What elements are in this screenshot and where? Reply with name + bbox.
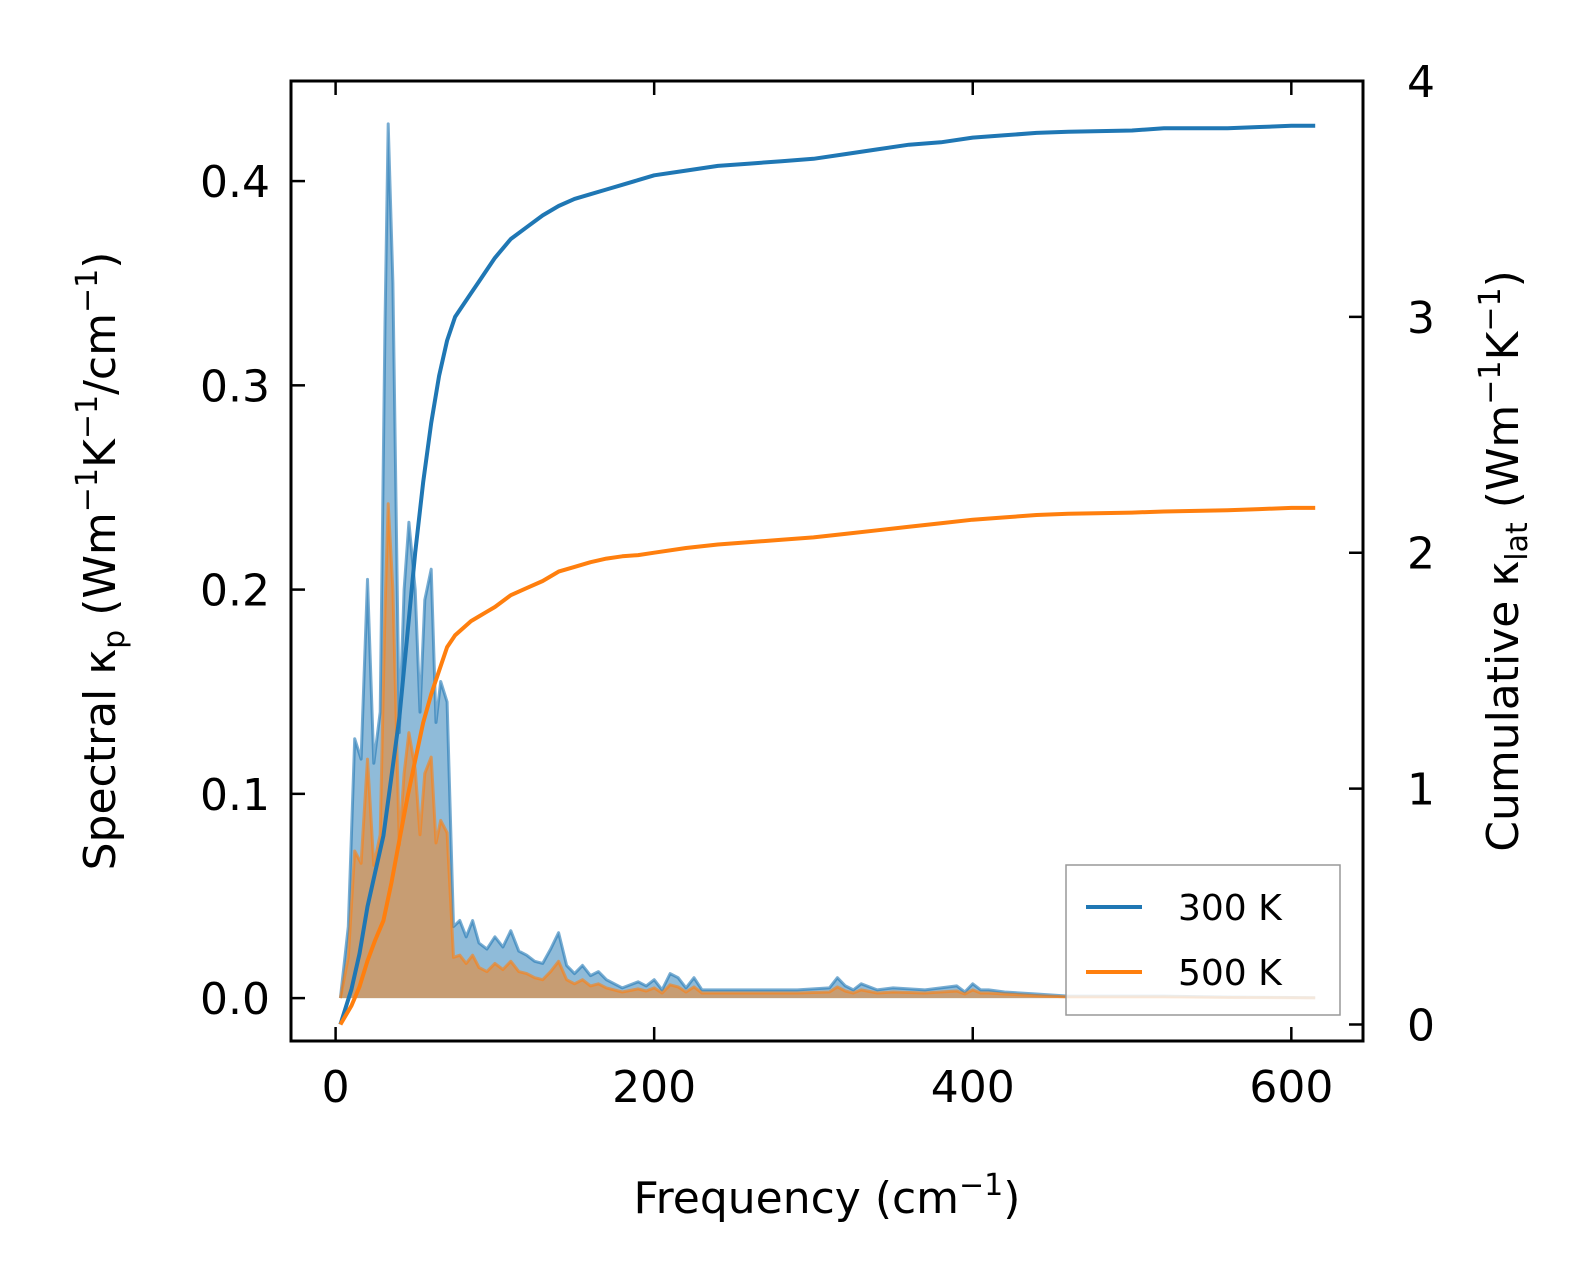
y-axis-left-title-part: K [75,438,126,468]
y-axis-right-title-part: −1 [1473,360,1508,404]
y-axis-right-title-part: −1 [1473,287,1508,331]
y-axis-right-title-part: K [1478,330,1529,360]
x-tick-label: 600 [1249,1062,1333,1113]
y-axis-left: 0.0 0.1 0.2 0.3 0.4 [200,157,305,1025]
legend: 300 K 500 K [1065,864,1341,1016]
spectral-area-500k [340,503,1316,999]
spectral-edge-500k [338,502,1316,1000]
y-axis-left-title-part: /cm [75,313,126,395]
y-right-tick-label: 1 [1407,765,1435,816]
x-axis-title-tail: ) [1003,1173,1020,1224]
y-axis-left-title-part: ) [75,252,126,269]
y-left-tick-label: 0.1 [200,770,270,821]
y-right-tick-label: 0 [1407,1000,1435,1051]
x-tick-label: 0 [322,1062,350,1113]
y-left-tick-label: 0.3 [200,361,270,412]
cumulative-line-300k [338,123,1316,1026]
y-right-tick-label: 4 [1407,57,1435,108]
y-axis-left-title-part: Spectral κ [75,649,126,871]
plot-frame [289,79,1365,1043]
spectral-edge-300k [338,122,1316,1000]
y-left-tick-label: 0.2 [200,566,270,617]
y-left-tick-label: 0.0 [200,974,270,1025]
y-axis-right-title-part: Cumulative κ [1478,561,1529,852]
y-right-tick-label: 2 [1407,529,1435,580]
y-axis-right-title: Cumulative κlat (Wm−1K−1) [1473,270,1535,852]
y-axis-left-title-part: −1 [70,468,105,512]
y-left-tick-label: 0.4 [200,157,270,208]
x-axis: 0 200 400 600 [322,81,1333,1113]
x-tick-label: 400 [931,1062,1015,1113]
x-axis-title: Frequency (cm−1) [634,1168,1021,1224]
y-axis-left-title: Spectral κp (Wm−1K−1/cm−1) [70,252,132,871]
y-axis-left-title-part: (Wm [75,512,126,630]
legend-label-300k: 300 K [1178,888,1283,929]
y-axis-left-title-part: p [97,630,132,649]
y-right-tick-label: 3 [1407,293,1435,344]
legend-label-500k: 500 K [1178,953,1283,994]
x-tick-label: 200 [612,1062,696,1113]
cumulative-line-500k [338,505,1316,1026]
legend-box [1065,864,1341,1016]
spectral-layer [338,122,1316,1000]
cumulative-layer [338,123,1316,1026]
y-axis-right-title-part: lat [1500,522,1535,561]
y-axis-right-title-part: ) [1478,270,1529,287]
x-axis-title-main: Frequency (cm [634,1173,960,1224]
y-axis-right: 0 1 2 3 4 [1349,57,1435,1051]
x-axis-title-sup: −1 [959,1168,1003,1203]
y-axis-left-title-part: −1 [70,269,105,313]
y-axis-right-title-part: (Wm [1478,405,1529,523]
y-axis-left-title-part: −1 [70,395,105,439]
